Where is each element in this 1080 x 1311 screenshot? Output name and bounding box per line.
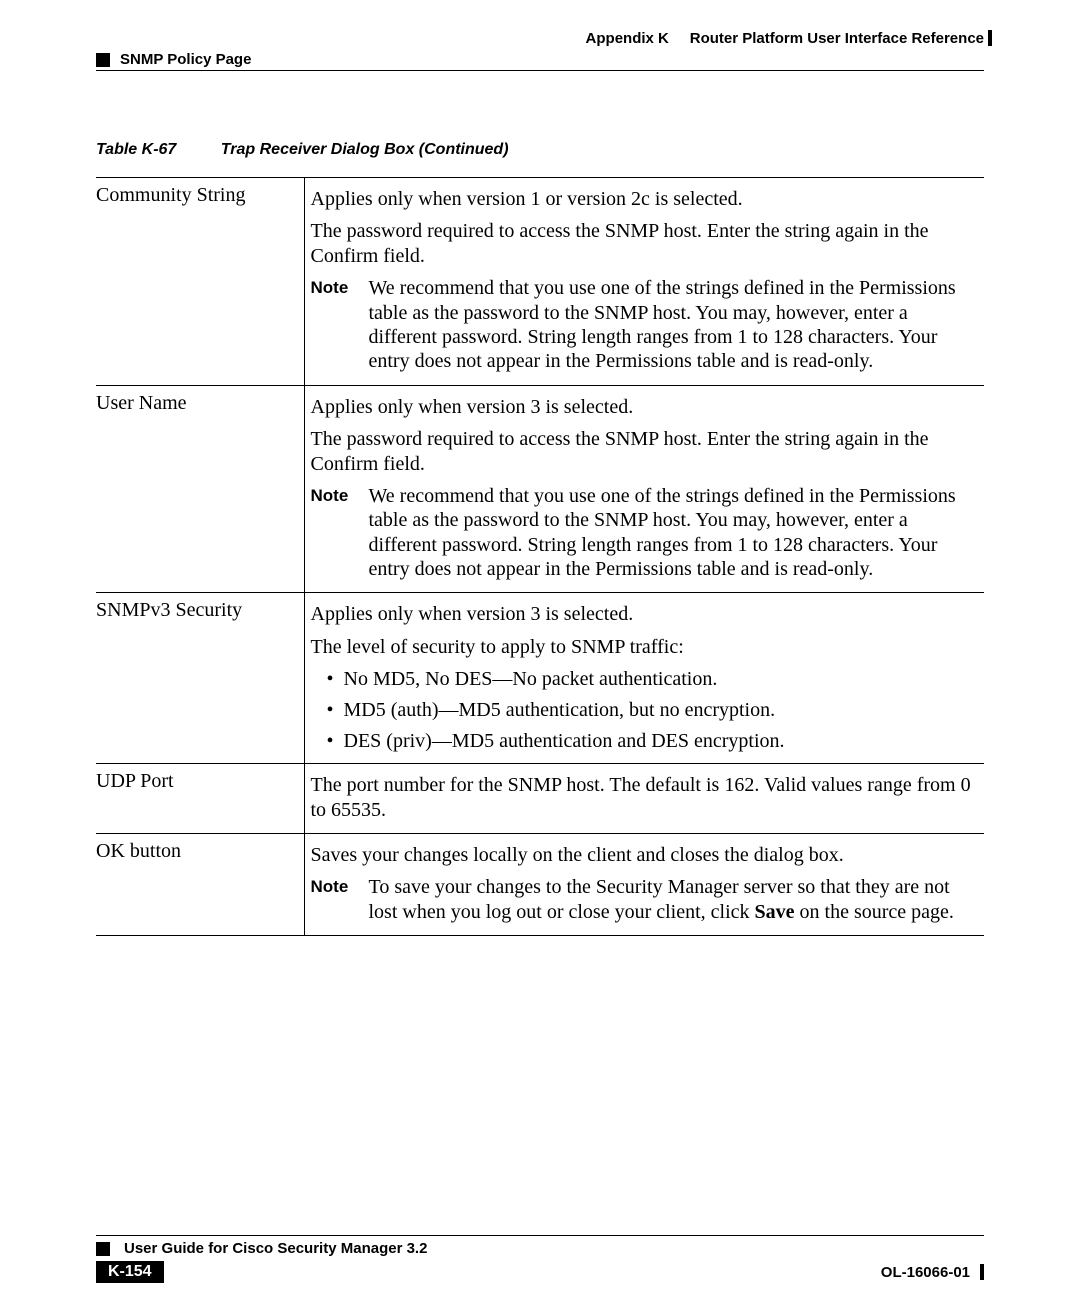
desc-para: Applies only when version 3 is selected.	[305, 599, 985, 631]
header-vert-bar-icon	[988, 30, 992, 46]
note-block: Note We recommend that you use one of th…	[305, 273, 985, 379]
row-label: UDP Port	[96, 764, 304, 834]
row-desc: Saves your changes locally on the client…	[304, 834, 984, 936]
note-bold: Save	[755, 901, 795, 923]
appendix-title: Router Platform User Interface Reference	[690, 30, 984, 47]
header-divider	[96, 70, 984, 71]
table-row: SNMPv3 Security Applies only when versio…	[96, 593, 984, 764]
desc-para: Saves your changes locally on the client…	[305, 840, 985, 872]
row-desc: Applies only when version 1 or version 2…	[304, 178, 984, 386]
content-region: Table K-67 Trap Receiver Dialog Box (Con…	[0, 71, 1080, 936]
list-item: No MD5, No DES—No packet authentication.	[327, 664, 985, 695]
row-label: OK button	[96, 834, 304, 936]
bullet-list: No MD5, No DES—No packet authentication.…	[305, 664, 985, 757]
desc-para: Applies only when version 3 is selected.	[305, 392, 985, 424]
table-row: OK button Saves your changes locally on …	[96, 834, 984, 936]
section-title: SNMP Policy Page	[120, 51, 251, 68]
list-item: MD5 (auth)—MD5 authentication, but no en…	[327, 695, 985, 726]
guide-title: User Guide for Cisco Security Manager 3.…	[124, 1240, 427, 1257]
footer-vert-bar-icon	[980, 1264, 984, 1280]
table-row: UDP Port The port number for the SNMP ho…	[96, 764, 984, 834]
table-title: Trap Receiver Dialog Box (Continued)	[181, 141, 509, 158]
desc-para: The level of security to apply to SNMP t…	[305, 632, 985, 664]
note-label: Note	[311, 276, 369, 374]
page-footer: User Guide for Cisco Security Manager 3.…	[0, 1235, 1080, 1283]
row-label: SNMPv3 Security	[96, 593, 304, 764]
row-desc: Applies only when version 3 is selected.…	[304, 385, 984, 593]
appendix-line: Appendix K Router Platform User Interfac…	[586, 30, 984, 47]
footer-square-icon	[96, 1242, 110, 1256]
list-item: DES (priv)—MD5 authentication and DES en…	[327, 726, 985, 757]
doc-id: OL-16066-01	[881, 1264, 970, 1281]
desc-para: The password required to access the SNMP…	[305, 424, 985, 481]
table-number: Table K-67	[96, 141, 176, 158]
note-post: on the source page.	[795, 901, 954, 923]
desc-para: Applies only when version 1 or version 2…	[305, 184, 985, 216]
desc-para: The password required to access the SNMP…	[305, 216, 985, 273]
note-body: We recommend that you use one of the str…	[369, 276, 981, 374]
row-label: User Name	[96, 385, 304, 593]
note-block: Note We recommend that you use one of th…	[305, 481, 985, 587]
note-label: Note	[311, 484, 369, 582]
note-block: Note To save your changes to the Securit…	[305, 872, 985, 929]
table-row: Community String Applies only when versi…	[96, 178, 984, 386]
page-number: K-154	[96, 1261, 164, 1283]
table-row: User Name Applies only when version 3 is…	[96, 385, 984, 593]
row-desc: Applies only when version 3 is selected.…	[304, 593, 984, 764]
row-label: Community String	[96, 178, 304, 386]
note-body: To save your changes to the Security Man…	[369, 875, 981, 924]
params-table: Community String Applies only when versi…	[96, 177, 984, 936]
desc-para: The port number for the SNMP host. The d…	[305, 770, 985, 827]
row-desc: The port number for the SNMP host. The d…	[304, 764, 984, 834]
note-label: Note	[311, 875, 369, 924]
note-body: We recommend that you use one of the str…	[369, 484, 981, 582]
page-header: Appendix K Router Platform User Interfac…	[0, 0, 1080, 71]
table-caption: Table K-67 Trap Receiver Dialog Box (Con…	[96, 141, 984, 159]
appendix-label: Appendix K	[586, 30, 669, 47]
header-square-icon	[96, 53, 110, 67]
